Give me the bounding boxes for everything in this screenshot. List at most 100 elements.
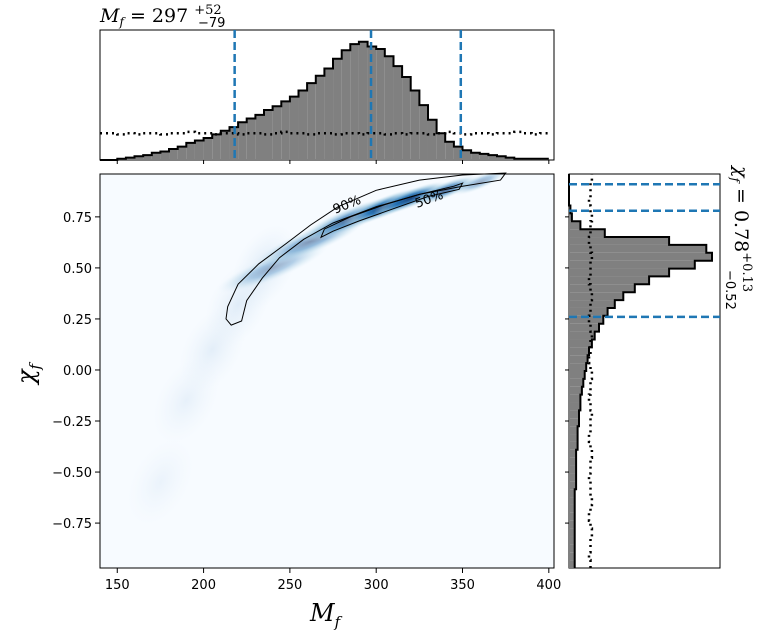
marginal-x-bar (177, 146, 187, 160)
marginal-y-bar (569, 544, 575, 553)
marginal-x-interval-lines (233, 30, 463, 160)
marginal-x-bar (445, 141, 454, 160)
marginal-y-bar (569, 221, 581, 230)
marginal-y-bar (569, 237, 670, 245)
marginal-x-bar (333, 58, 342, 160)
marginal-y-bar (569, 497, 575, 505)
marginal-y-bar (569, 323, 600, 332)
marginal-x-bar (410, 90, 420, 160)
marginal-x-step-outline (100, 40, 549, 161)
joint-x-label: Mf (309, 599, 343, 631)
marginal-x-bar (307, 83, 316, 160)
marginal-x-bar (453, 146, 463, 160)
marginal-x-bar (505, 157, 515, 160)
x-tick-label: 150 (105, 578, 130, 593)
marginal-y-bar (569, 418, 580, 427)
marginal-x-bar (263, 109, 273, 160)
y-tick-label: 0.00 (63, 364, 92, 379)
marginal-y-ticks (565, 216, 569, 524)
marginal-x-bar (134, 156, 144, 160)
marginal-x-ticks (116, 160, 550, 164)
y-tick-label: 0.25 (63, 313, 92, 328)
marginal-y-bar (569, 394, 581, 403)
marginal-x-bar (402, 77, 411, 160)
marginal-x-bar (143, 155, 152, 160)
marginal-y-bar (569, 371, 585, 379)
joint-x-axis: 150 200 250 300 350 400 (105, 568, 561, 593)
marginal-x-bar (497, 156, 506, 160)
joint-y-label: χf (12, 361, 44, 386)
marginal-y-bar (569, 315, 604, 324)
marginal-y-bar (569, 386, 582, 395)
marginal-x-bar (212, 134, 221, 160)
x-tick-label: 200 (191, 578, 216, 593)
marginal-x-bar (194, 140, 204, 160)
marginal-y-title-sup: +0.13 (739, 252, 754, 292)
marginal-y-bar (569, 229, 605, 238)
marginal-x-bar (160, 151, 170, 160)
marginal-x-bar (169, 149, 178, 160)
marginal-y-step-outline (568, 174, 713, 568)
marginal-y-bar (569, 457, 577, 466)
marginal-y-bar (569, 449, 577, 458)
marginal-y-bar (569, 213, 572, 222)
marginal-y-bar (569, 552, 575, 561)
marginal-y-title-value: 0.78 (730, 210, 752, 252)
marginal-x-bar (471, 152, 480, 160)
marginal-x-bar (298, 90, 308, 160)
y-tick-label: −0.25 (52, 415, 92, 430)
marginal-x-title: Mf = 297 +52 (99, 3, 222, 29)
marginal-x-title-sup: +52 (194, 3, 221, 18)
marginal-y-title: χf = 0.78+0.13 −0.52 (722, 164, 754, 310)
marginal-y-bar (569, 512, 575, 521)
x-tick-label: 350 (450, 578, 475, 593)
contour-90-percent (225, 172, 507, 326)
marginal-x-bar (479, 153, 489, 160)
marginal-x-bar (246, 118, 256, 160)
marginal-y-histogram: χf = 0.78+0.13 −0.52 (565, 164, 754, 569)
y-tick-label: −0.75 (52, 517, 92, 532)
marginal-y-bar (569, 331, 595, 340)
marginal-x-bar (393, 66, 403, 160)
marginal-y-bar (569, 339, 592, 348)
y-tick-label: 0.75 (63, 211, 92, 226)
marginal-y-bar (569, 244, 707, 253)
marginal-x-bar (315, 75, 325, 160)
marginal-x-bars (117, 41, 549, 161)
marginal-y-bar (569, 560, 575, 568)
density-tail-blob (127, 439, 194, 525)
marginal-y-bar (569, 355, 588, 364)
x-tick-label: 250 (277, 578, 302, 593)
marginal-x-bar (281, 101, 290, 160)
marginal-y-bar (569, 363, 587, 371)
marginal-x-bar (488, 155, 498, 160)
svg-text:χf = 0.78+0.13: χf = 0.78+0.13 (728, 164, 754, 292)
marginal-y-bar (569, 528, 575, 537)
joint-y-axis: −0.75 −0.50 −0.25 0.00 0.25 0.50 0.75 (52, 211, 100, 532)
marginal-y-bar (569, 307, 608, 316)
density-ridge-blob (451, 174, 508, 196)
marginal-y-bars (569, 205, 712, 568)
density-ridge-blob (412, 175, 478, 206)
marginal-y-bar (569, 378, 584, 387)
marginal-y-bar (569, 489, 575, 498)
marginal-y-bar (569, 410, 580, 419)
marginal-x-histogram: Mf = 297 +52 −79 (99, 3, 555, 164)
contour-50-percent (320, 182, 464, 239)
marginal-y-bar (569, 426, 578, 435)
marginal-x-bar (436, 133, 446, 160)
x-tick-label: 400 (536, 578, 561, 593)
y-tick-label: 0.50 (63, 262, 92, 277)
marginal-y-bar (569, 260, 695, 269)
marginal-x-bar (358, 41, 368, 160)
marginal-x-title-value: 297 (152, 5, 188, 27)
marginal-y-bar (569, 504, 575, 513)
marginal-x-bar (203, 138, 213, 160)
marginal-x-bar (384, 56, 394, 160)
marginal-y-bar (569, 284, 635, 293)
marginal-x-bar (427, 119, 437, 160)
marginal-x-bar (255, 114, 264, 160)
marginal-x-bar (324, 68, 334, 160)
marginal-y-interval-lines (569, 182, 720, 319)
marginal-y-bar (569, 402, 581, 411)
